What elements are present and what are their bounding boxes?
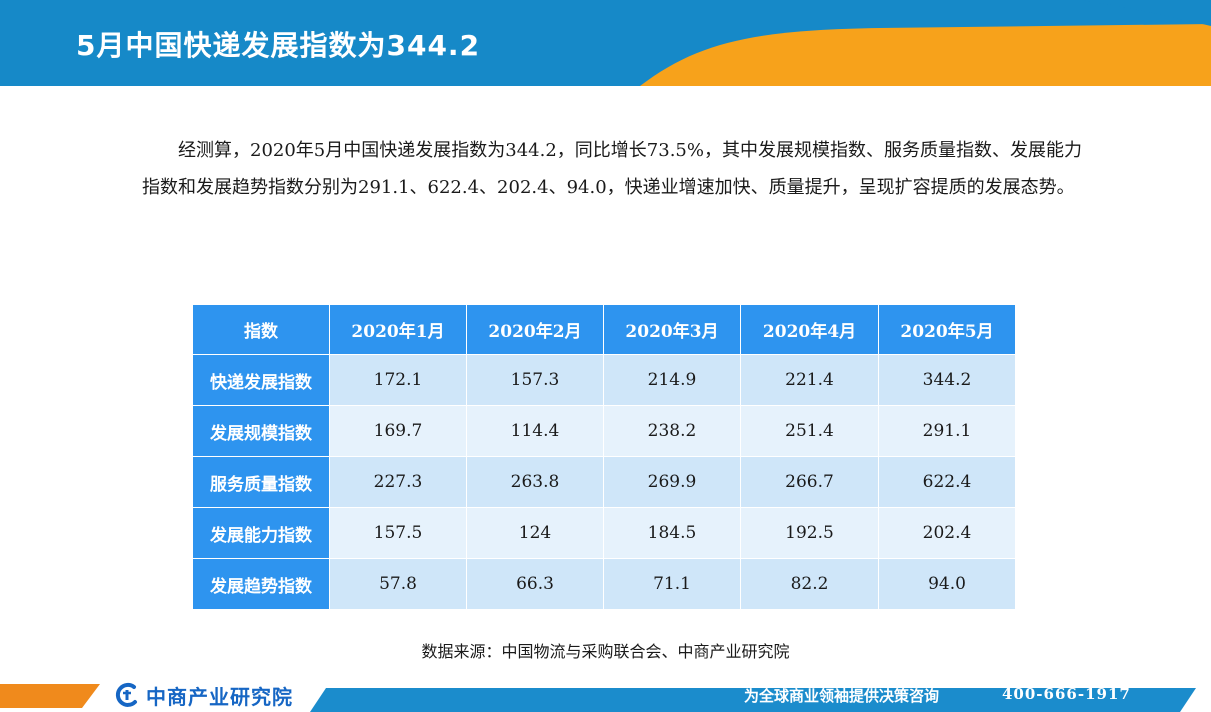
table-cell: 269.9 — [603, 456, 741, 508]
table-cell: 202.4 — [878, 507, 1016, 559]
column-header: 2020年3月 — [603, 304, 741, 355]
brand-logo-icon — [115, 682, 137, 707]
table-row: 发展趋势指数 57.8 66.3 71.1 82.2 94.0 — [192, 558, 1016, 610]
footer-phone: 400-666-1917 — [1002, 685, 1131, 703]
index-table: 指数 2020年1月 2020年2月 2020年3月 2020年4月 2020年… — [192, 304, 1016, 610]
row-header: 发展趋势指数 — [192, 558, 330, 610]
table-cell: 263.8 — [466, 456, 604, 508]
footer-slogan: 为全球商业领袖提供决策咨询 — [744, 687, 940, 705]
table-cell: 184.5 — [603, 507, 741, 559]
column-header: 2020年1月 — [329, 304, 467, 355]
table-cell: 214.9 — [603, 354, 741, 406]
table-cell: 172.1 — [329, 354, 467, 406]
table-cell: 251.4 — [740, 405, 879, 457]
column-header: 2020年2月 — [466, 304, 604, 355]
data-source-note: 数据来源：中国物流与采购联合会、中商产业研究院 — [0, 638, 1211, 662]
table-cell: 57.8 — [329, 558, 467, 610]
table-cell: 192.5 — [740, 507, 879, 559]
page-title: 5月中国快递发展指数为344.2 — [76, 29, 481, 62]
column-header: 2020年5月 — [878, 304, 1016, 355]
column-header: 指数 — [192, 304, 330, 355]
row-header: 服务质量指数 — [192, 456, 330, 508]
table-row: 快递发展指数 172.1 157.3 214.9 221.4 344.2 — [192, 354, 1016, 406]
table-cell: 114.4 — [466, 405, 604, 457]
brand-logo: 中商产业研究院 — [114, 682, 293, 709]
row-header: 快递发展指数 — [192, 354, 330, 406]
row-header: 发展规模指数 — [192, 405, 330, 457]
table-cell: 221.4 — [740, 354, 879, 406]
table-cell: 124 — [466, 507, 604, 559]
data-source-text: 数据来源：中国物流与采购联合会、中商产业研究院 — [421, 642, 790, 661]
table-cell: 157.3 — [466, 354, 604, 406]
table-cell: 94.0 — [878, 558, 1016, 610]
table-cell: 238.2 — [603, 405, 741, 457]
table-row: 发展规模指数 169.7 114.4 238.2 251.4 291.1 — [192, 405, 1016, 457]
summary-paragraph: 经测算，2020年5月中国快递发展指数为344.2，同比增长73.5%，其中发展… — [142, 140, 1082, 198]
table-cell: 66.3 — [466, 558, 604, 610]
table-cell: 344.2 — [878, 354, 1016, 406]
table-cell: 227.3 — [329, 456, 467, 508]
table-cell: 622.4 — [878, 456, 1016, 508]
table-cell: 266.7 — [740, 456, 879, 508]
row-header: 发展能力指数 — [192, 507, 330, 559]
column-header: 2020年4月 — [740, 304, 879, 355]
table-row: 服务质量指数 227.3 263.8 269.9 266.7 622.4 — [192, 456, 1016, 508]
table-cell: 157.5 — [329, 507, 467, 559]
header-background — [0, 0, 1211, 86]
table-cell: 71.1 — [603, 558, 741, 610]
table-header-row: 指数 2020年1月 2020年2月 2020年3月 2020年4月 2020年… — [192, 304, 1016, 355]
footer-background — [0, 684, 1196, 712]
table-cell: 291.1 — [878, 405, 1016, 457]
brand-name: 中商产业研究院 — [146, 684, 293, 709]
table-row: 发展能力指数 157.5 124 184.5 192.5 202.4 — [192, 507, 1016, 559]
footer-bar — [0, 680, 1211, 712]
table-cell: 169.7 — [329, 405, 467, 457]
table-cell: 82.2 — [740, 558, 879, 610]
header-banner: 5月中国快递发展指数为344.2 — [0, 0, 1211, 86]
